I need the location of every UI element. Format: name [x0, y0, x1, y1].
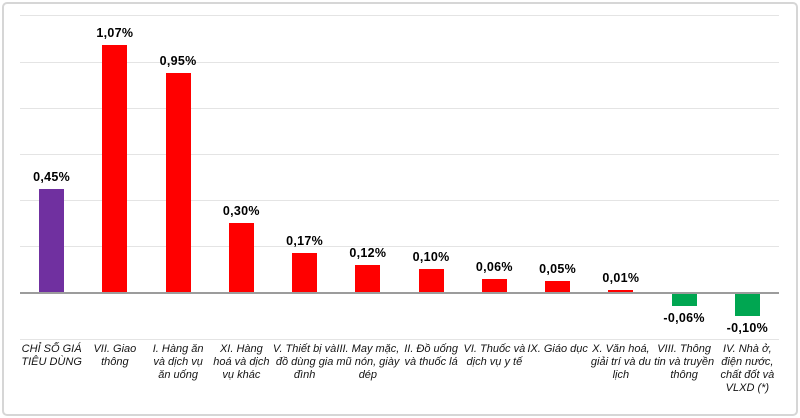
value-label-11: -0,10%	[726, 320, 769, 335]
category-label-6: II. Đồ uống và thuốc lá	[404, 343, 459, 368]
gridline	[20, 246, 779, 248]
bar-2	[165, 73, 191, 293]
category-label-11: IV. Nhà ở, điện nước, chất đốt và VLXD (…	[720, 343, 775, 394]
gridline	[20, 153, 779, 155]
bar-4	[292, 253, 318, 293]
category-label-3: XI. Hàng hoá và dịch vụ khác	[213, 343, 270, 381]
bar-11	[734, 292, 760, 316]
bar-3	[228, 223, 254, 293]
gridline	[20, 61, 779, 63]
bar-5	[355, 264, 381, 293]
value-label-10: -0,06%	[663, 311, 705, 326]
gridline	[20, 107, 779, 109]
category-label-8: IX. Giáo dục	[527, 343, 588, 355]
value-label-0: 0,45%	[33, 169, 71, 184]
bar-1	[102, 45, 128, 293]
category-label-5: III. May mặc, mũ nón, giày dép	[336, 343, 400, 381]
value-label-1: 1,07%	[96, 26, 134, 41]
value-label-5: 0,12%	[349, 245, 387, 260]
value-label-4: 0,17%	[286, 234, 324, 249]
category-label-2: I. Hàng ăn và dịch vụ ăn uống	[152, 343, 204, 381]
bar-6	[418, 269, 444, 293]
value-label-9: 0,01%	[602, 271, 640, 286]
zero-axis	[20, 291, 779, 294]
bar-7	[481, 278, 507, 293]
category-label-1: VII. Giao thông	[93, 343, 137, 368]
bar-10	[671, 292, 697, 307]
gridline	[20, 338, 779, 340]
value-label-2: 0,95%	[159, 54, 197, 69]
category-label-10: VIII. Thông tin và truyền thông	[654, 343, 715, 381]
category-label-0: CHỈ SỐ GIÁ TIÊU DÙNG	[21, 343, 82, 368]
gridline	[20, 15, 779, 17]
value-label-7: 0,06%	[475, 259, 513, 274]
bar-8	[545, 280, 571, 293]
bar-0	[39, 188, 65, 293]
bar-9	[608, 290, 634, 293]
gridline	[20, 200, 779, 202]
value-label-3: 0,30%	[222, 204, 260, 219]
value-label-8: 0,05%	[539, 261, 577, 276]
category-label-9: X. Văn hoá, giải trí và du lịch	[590, 343, 651, 381]
category-label-4: V. Thiết bị và đồ dùng gia đình	[272, 343, 337, 381]
value-label-6: 0,10%	[412, 250, 450, 265]
category-label-7: VI. Thuốc và dịch vụ y tế	[463, 343, 526, 368]
